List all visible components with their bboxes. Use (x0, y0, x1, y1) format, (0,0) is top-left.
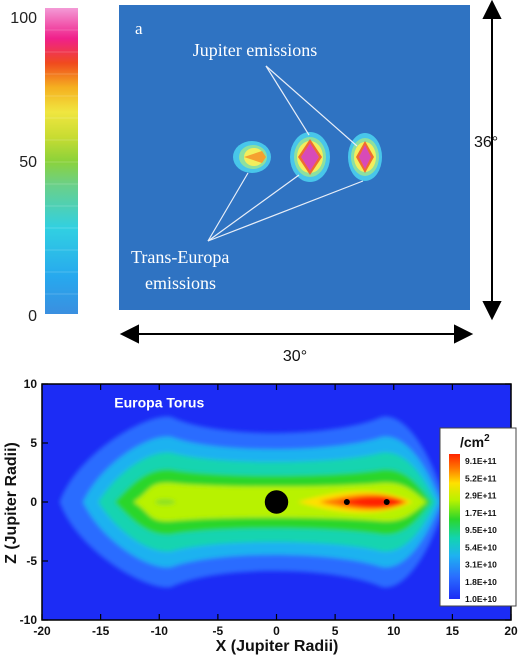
legend-level-label: 5.4E+10 (465, 542, 497, 552)
x-tick-label: 10 (387, 624, 401, 638)
panel-a: 100 50 0 a (10, 0, 502, 365)
legend-level-label: 9.1E+11 (465, 456, 497, 466)
trans-europa-label: emissions (145, 273, 216, 293)
x-tick-label: 0 (273, 624, 280, 638)
legend-level-label: 1.0E+10 (465, 594, 497, 604)
x-tick-label: -5 (213, 624, 224, 638)
jupiter-emissions-label: Jupiter emissions (193, 40, 318, 60)
y-tick-label: 5 (30, 436, 37, 450)
legend-level-label: 2.9E+11 (465, 491, 497, 501)
legend-level-label: 1.8E+10 (465, 577, 497, 587)
color-legend: /cm2 9.1E+11 5.2E+11 2.9E+11 1.7E+11 9.5E+10… (439, 427, 517, 607)
position-marker (383, 499, 390, 505)
legend-level-label: 1.7E+11 (465, 508, 497, 518)
x-tick-label: -10 (151, 624, 169, 638)
trans-europa-label: Trans-Europa (131, 247, 229, 267)
markers (264, 490, 390, 514)
height-arrow (482, 0, 502, 321)
annotation-lines (207, 65, 364, 242)
x-tick-label: 20 (504, 624, 518, 638)
colorbar-tick-label: 100 (10, 10, 37, 27)
y-axis-label: Z (Jupiter Radii) (3, 442, 20, 564)
y-tick-label: -5 (26, 554, 37, 568)
colorbar-tick-label: 50 (19, 154, 37, 171)
colorbar-bands (45, 29, 78, 295)
x-tick-label: -20 (33, 624, 51, 638)
x-axis-label: X (Jupiter Radii) (216, 638, 339, 655)
legend-colorbar (449, 454, 460, 599)
chart-title: Europa Torus (114, 395, 204, 411)
y-tick-label: -10 (20, 613, 38, 627)
jupiter-source (290, 132, 330, 182)
legend-unit: /cm2 (460, 433, 490, 450)
trans-europa-source (233, 141, 271, 173)
height-label: 36° (474, 134, 498, 151)
torus-plot-area (42, 384, 511, 620)
x-tick-label: 5 (332, 624, 339, 638)
density-contour (155, 499, 176, 505)
panel-label: a (135, 19, 143, 38)
jupiter-source (348, 133, 382, 181)
position-marker (343, 499, 350, 505)
legend-levels: 9.1E+11 5.2E+11 2.9E+11 1.7E+11 9.5E+10 5.4E+… (465, 456, 497, 604)
legend-level-label: 3.1E+10 (465, 560, 497, 570)
legend-level-label: 9.5E+10 (465, 525, 497, 535)
width-arrow (119, 324, 474, 344)
colorbar (45, 8, 78, 314)
panel-b: Europa Torus -20 -15 -10 -5 0 5 10 15 20 10 5 0 -5 -1… (3, 377, 518, 655)
y-tick-label: 10 (24, 377, 38, 391)
y-tick-label: 0 (30, 495, 37, 509)
jupiter-disk (264, 490, 289, 514)
x-tick-label: 15 (446, 624, 460, 638)
legend-level-label: 5.2E+11 (465, 473, 497, 483)
width-label: 30° (283, 348, 307, 365)
colorbar-tick-label: 0 (28, 308, 37, 325)
x-tick-label: -15 (92, 624, 110, 638)
